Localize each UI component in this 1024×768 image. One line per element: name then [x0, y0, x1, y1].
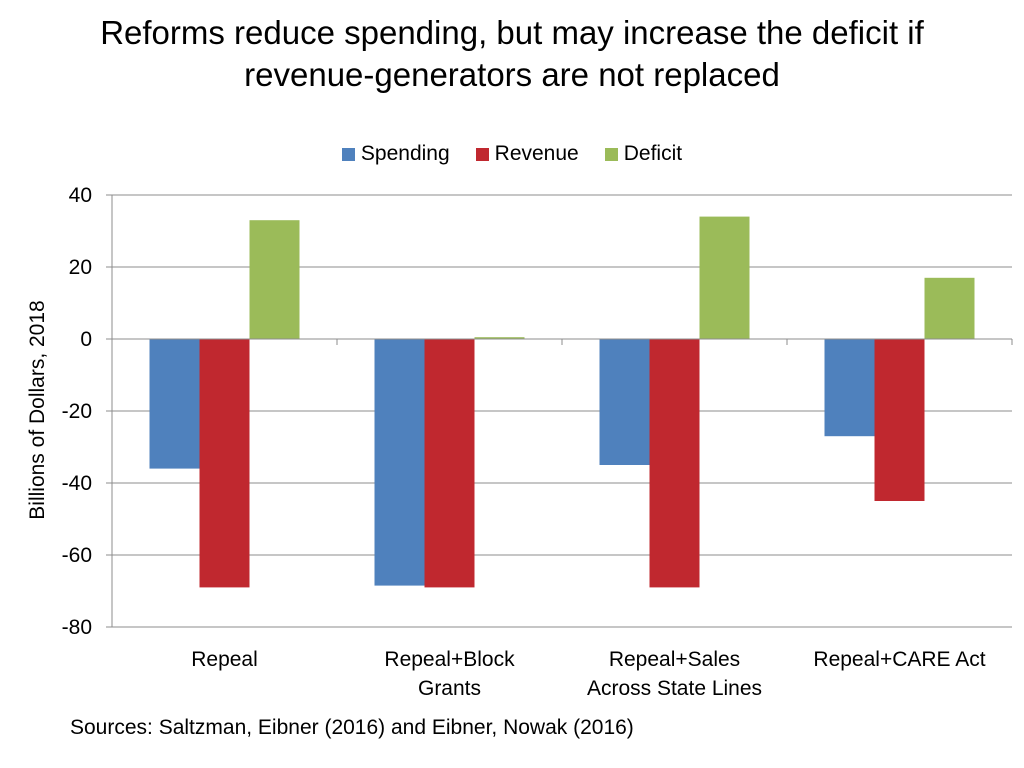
y-tick-label: -40	[62, 472, 92, 495]
y-tick-label: 0	[80, 328, 92, 351]
legend-label-spending: Spending	[360, 142, 450, 165]
x-category-label: Repeal+Block	[384, 648, 515, 671]
bar-revenue-0	[199, 339, 250, 588]
source-note: Sources: Saltzman, Eibner (2016) and Eib…	[70, 716, 634, 739]
chart-title-line-1: Reforms reduce spending, but may increas…	[100, 14, 924, 51]
chart-title-line-2: revenue-generators are not replaced	[244, 56, 780, 93]
bar-deficit-3	[924, 277, 975, 339]
legend-swatch-revenue	[475, 147, 489, 161]
x-category-label: Repeal+Sales	[609, 648, 740, 671]
legend-label-deficit: Deficit	[623, 142, 683, 165]
bar-deficit-0	[249, 220, 300, 339]
bar-deficit-2	[699, 216, 750, 339]
x-category-label: Grants	[418, 677, 481, 700]
bar-spending-1	[374, 339, 425, 586]
chart-title: Reforms reduce spending, but may increas…	[0, 12, 1024, 96]
y-tick-label: 20	[69, 256, 92, 279]
y-tick-label: 40	[69, 184, 92, 207]
bar-spending-0	[149, 339, 200, 469]
x-category-label: Across State Lines	[587, 677, 762, 700]
y-tick-label: -60	[62, 544, 92, 567]
x-category-label: Repeal	[191, 648, 258, 671]
bar-revenue-1	[424, 339, 475, 588]
legend-swatch-deficit	[604, 147, 618, 161]
bar-deficit-1	[474, 337, 525, 339]
bar-revenue-2	[649, 339, 700, 588]
bar-spending-3	[824, 339, 875, 437]
bar-revenue-3	[874, 339, 925, 501]
legend-swatch-spending	[341, 147, 355, 161]
legend-item-revenue: Revenue	[475, 142, 579, 166]
x-category-label: Repeal+CARE Act	[813, 648, 985, 671]
legend-label-revenue: Revenue	[494, 142, 579, 165]
y-tick-label: -80	[62, 616, 92, 639]
legend-item-deficit: Deficit	[604, 142, 683, 166]
y-tick-label: -20	[62, 400, 92, 423]
bar-spending-2	[599, 339, 650, 465]
y-axis-label: Billions of Dollars, 2018	[26, 300, 49, 520]
chart-legend: Spending Revenue Deficit	[0, 142, 1024, 166]
legend-item-spending: Spending	[341, 142, 450, 166]
